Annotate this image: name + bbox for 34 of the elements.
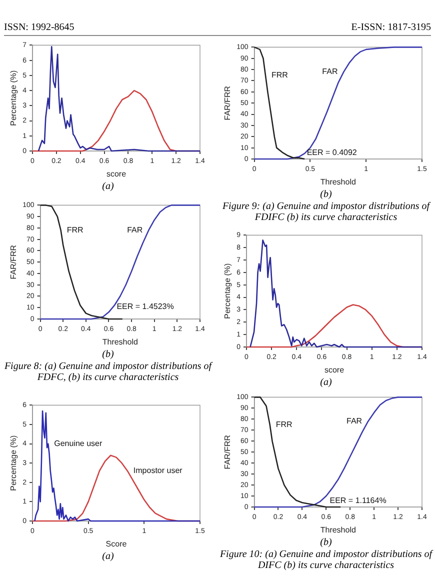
y-axis-title: FAR/FRR xyxy=(223,86,232,120)
series-label: FAR xyxy=(127,225,143,234)
text: (b) xyxy=(101,349,115,360)
y-axis-title: Percentage (%) xyxy=(9,434,18,491)
x-axis-title: score xyxy=(106,169,127,178)
text: (a) xyxy=(319,377,333,388)
text: E-ISSN: 1817-3195 xyxy=(351,22,431,33)
text: ISSN: 1992-8645 xyxy=(4,22,74,33)
series-label: FAR xyxy=(346,416,362,426)
x-axis-title: Threshold xyxy=(320,177,356,186)
y-axis-title: FAR/FRR xyxy=(9,244,18,280)
x-axis-title: score xyxy=(324,365,345,374)
y-axis-title: FAR/FRR xyxy=(223,434,232,470)
annotation: EER = 1.4523% xyxy=(116,302,174,312)
x-axis-title: Threshold xyxy=(320,525,356,534)
text: (b) xyxy=(319,189,333,200)
x-axis-title: Score xyxy=(106,539,128,548)
text: (a) xyxy=(101,181,115,192)
y-axis-title: Percentage (%) xyxy=(223,262,232,319)
series-label: FRR xyxy=(276,420,293,429)
series-label: FRR xyxy=(66,225,84,234)
caption: Figure 8: (a) Genuine and impostor distributions of FDFC, (b) its curve characteristics xyxy=(3,361,214,383)
x-axis-title: Threshold xyxy=(102,337,138,346)
series-label: FAR xyxy=(322,67,338,76)
y-axis-title: Percentage (%) xyxy=(9,70,18,126)
annotation: EER = 1.1164% xyxy=(330,496,386,505)
caption: Figure 10: (a) Genuine and impostor distributions of DIFC (b) its curve characteristics xyxy=(218,549,434,571)
text: (b) xyxy=(319,537,333,548)
series-label: Impostor user xyxy=(133,466,183,476)
series-label: FRR xyxy=(271,70,288,80)
annotation: EER = 0.4092 xyxy=(306,148,358,157)
caption: Figure 9: (a) Genuine and impostor distributions of FDIFC (b) its curve characteristics xyxy=(221,201,432,223)
text: (a) xyxy=(101,551,115,562)
series-label: Genuine user xyxy=(54,439,102,448)
